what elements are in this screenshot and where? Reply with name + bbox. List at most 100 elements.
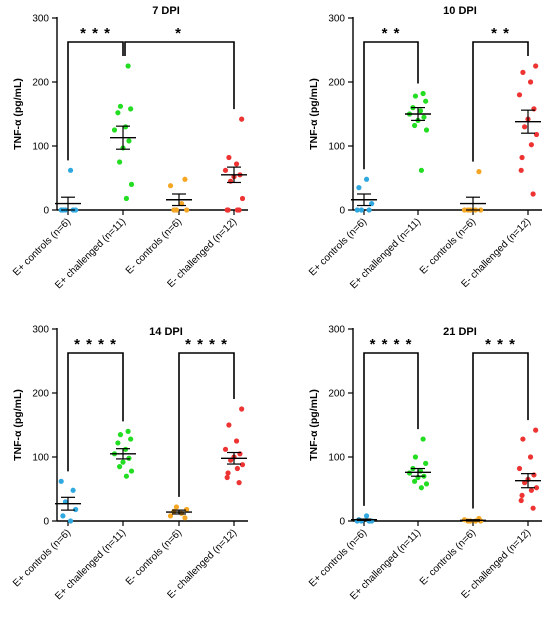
data-point [233,161,240,167]
significance-label: * * [491,25,510,42]
data-point [233,438,240,444]
data-point [167,183,174,189]
significance-bracket [363,41,419,170]
data-point [412,93,419,99]
y-tick-label: 200 [328,78,345,89]
data-point [173,504,180,510]
significance-label: * * [382,25,401,42]
data-point [518,167,524,173]
data-point [128,468,135,474]
data-point [478,207,484,213]
data-point [354,207,360,213]
data-point [115,440,121,446]
chart-title: 7 DPI [152,5,180,17]
category-label: E+ controls (n=6) [307,216,369,278]
significance-label: * * * [485,336,516,353]
y-tick-label: 100 [32,142,49,153]
data-point [122,124,129,130]
data-point [412,478,418,484]
data-point [528,142,535,148]
data-point [533,427,539,433]
category-label: E- controls (n=6) [418,216,478,276]
data-point [117,103,124,109]
data-point [67,167,74,173]
y-axis-label: TNF-α (pg/mL) [12,78,24,150]
y-tick-label: 100 [328,142,345,153]
panel-1: 10 DPI 0 100 200 300 TNF-α (pg/mL) E+ controls… [307,5,542,291]
data-point [125,428,131,434]
data-point [222,167,229,173]
data-point [420,90,426,97]
data-point [520,69,526,75]
data-point [126,455,132,461]
data-point [369,201,375,207]
data-point [224,207,230,213]
data-point [60,513,66,519]
data-point [73,506,79,513]
data-point [117,159,123,165]
y-tick-label: 100 [32,453,49,464]
data-point [224,474,230,481]
chart-title: 21 DPI [443,326,477,338]
data-point [516,92,523,98]
y-tick-label: 200 [328,389,345,400]
data-point [527,79,534,85]
data-point [363,176,370,182]
data-point [239,462,246,468]
data-point [111,127,118,133]
significance-bracket [124,41,235,110]
y-axis-label: TNF-α (pg/mL) [308,78,320,150]
data-point [520,436,526,442]
y-tick-label: 300 [32,325,49,336]
data-point [239,195,246,202]
y-tick-label: 0 [339,206,345,217]
data-point [123,195,129,202]
significance-bracket [363,352,419,506]
significance-label: * * * [80,25,111,42]
data-point [516,465,523,472]
data-point [115,110,121,116]
data-point [226,154,232,161]
data-point [128,436,134,442]
data-point [533,63,539,69]
category-label: E+ controls (n=6) [307,527,369,589]
data-point [412,122,418,129]
data-point [533,131,540,138]
data-point [358,207,365,213]
significance-bracket [67,41,124,161]
data-point [421,114,427,120]
y-tick-label: 300 [328,14,345,25]
data-point [182,515,188,521]
data-point [519,492,525,498]
data-point [530,191,536,197]
y-tick-label: 100 [328,453,345,464]
data-point [182,176,188,182]
data-point [128,106,134,112]
data-point [519,154,525,161]
data-point [412,454,419,460]
data-point [533,485,540,491]
data-point [125,63,131,69]
data-point [530,505,536,511]
data-point [222,446,229,452]
data-point [420,436,426,442]
y-tick-label: 0 [43,517,49,528]
significance-label: * * * * [185,336,228,353]
data-point [461,207,468,213]
data-point [70,487,76,493]
significance-bracket [472,352,529,509]
y-tick-label: 300 [32,14,49,25]
data-point [236,480,242,486]
data-point [423,98,429,104]
data-point [476,169,482,175]
data-point [184,207,190,213]
y-axis-label: TNF-α (pg/mL) [308,389,320,461]
data-point [528,487,535,493]
data-point [226,422,232,428]
data-point [366,207,372,213]
data-point [423,127,430,133]
significance-bracket [472,41,529,162]
category-label: E+ controls (n=6) [11,527,73,589]
data-point [73,207,79,213]
data-point [423,460,429,466]
